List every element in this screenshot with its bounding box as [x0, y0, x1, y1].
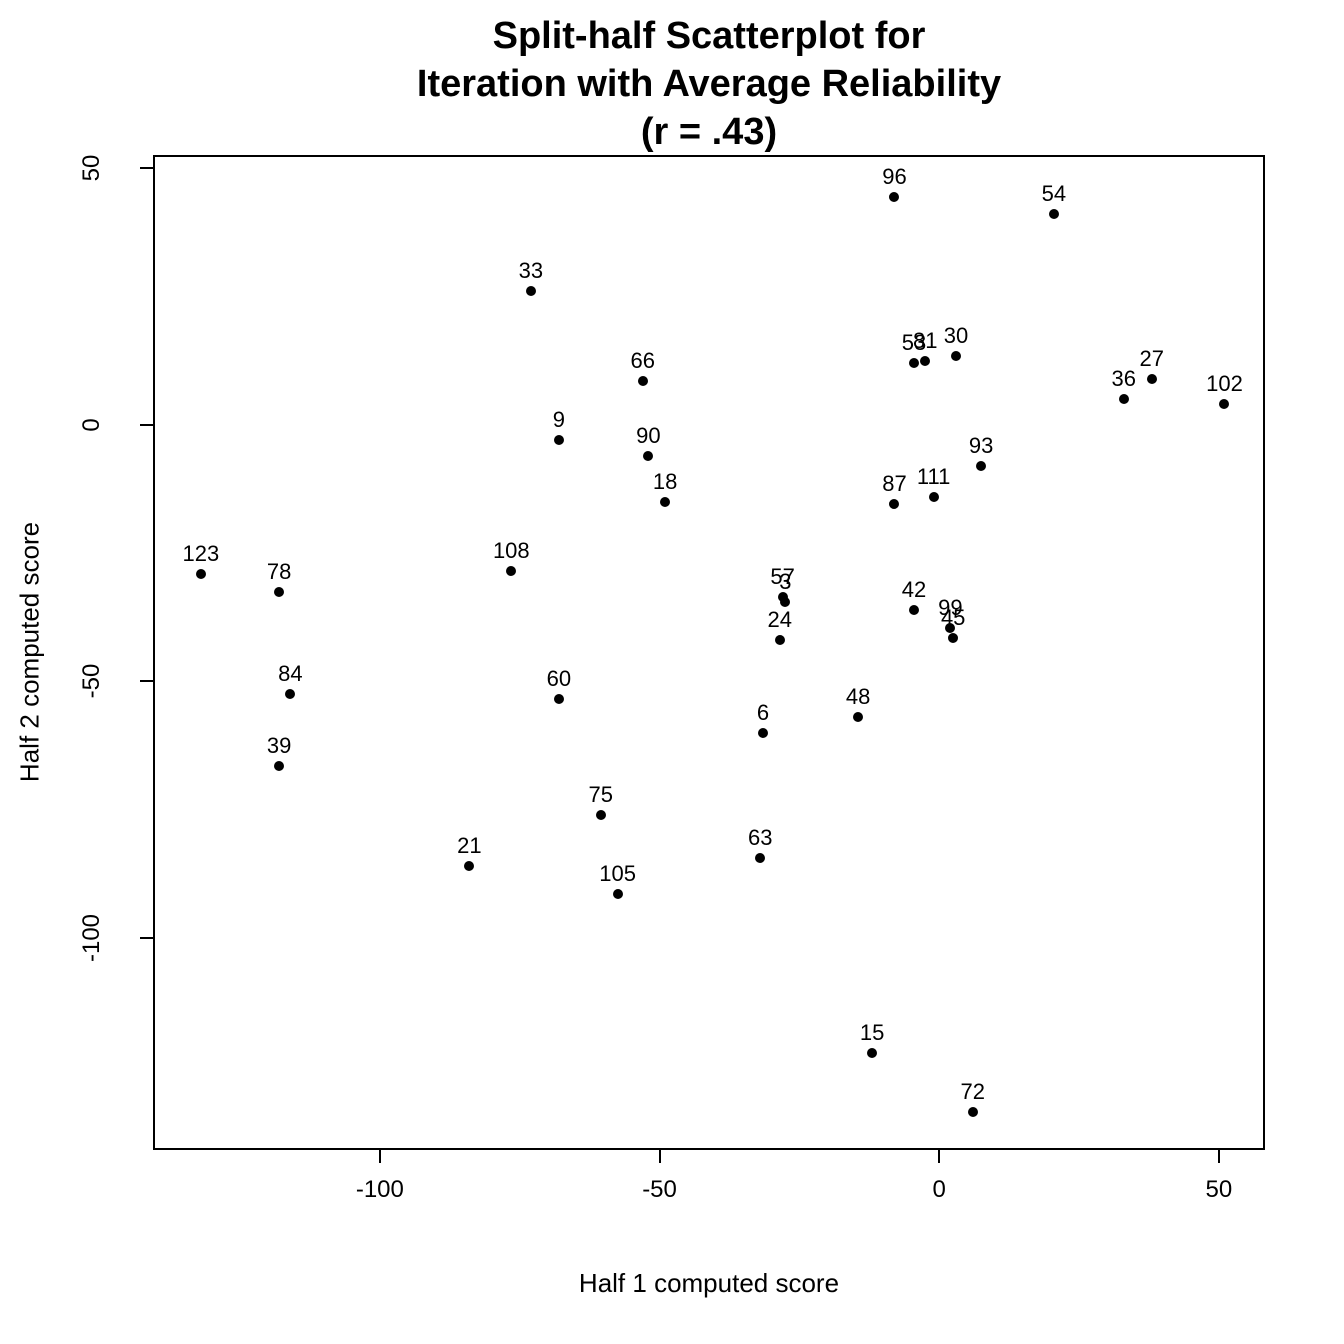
- data-point: [909, 604, 920, 615]
- x-tick-label: -50: [642, 1176, 677, 1203]
- data-point-label: 93: [968, 432, 994, 458]
- data-point-label: 9: [552, 407, 565, 433]
- data-point: [976, 460, 987, 471]
- data-point-label: 105: [599, 861, 636, 887]
- data-point: [595, 809, 606, 820]
- data-point-label: 3: [779, 568, 792, 594]
- data-point: [889, 191, 900, 202]
- data-point-label: 15: [859, 1020, 885, 1046]
- data-point: [755, 853, 766, 864]
- data-point: [1048, 209, 1059, 220]
- data-point-label: 36: [1111, 366, 1137, 392]
- data-point: [274, 586, 285, 597]
- data-point-label: 53: [901, 330, 927, 356]
- data-point-label: 30: [943, 322, 969, 348]
- data-point-label: 90: [636, 422, 661, 448]
- data-point: [967, 1107, 978, 1118]
- data-point: [660, 496, 671, 507]
- data-point-label: 63: [747, 825, 773, 851]
- data-point-label: 96: [882, 163, 907, 189]
- data-point: [774, 635, 785, 646]
- y-axis-label: Half 2 computed score: [14, 521, 45, 783]
- data-point-label: 54: [1041, 181, 1067, 207]
- data-point: [553, 435, 564, 446]
- data-point: [274, 761, 285, 772]
- x-tick-label: 50: [1205, 1176, 1233, 1203]
- data-point-label: 18: [652, 468, 678, 494]
- data-point: [950, 350, 961, 361]
- x-tick-label: -100: [355, 1176, 404, 1203]
- y-axis-tick: [140, 423, 153, 426]
- y-axis-tick: [140, 167, 153, 170]
- data-point: [758, 727, 769, 738]
- data-point-label: 87: [882, 471, 907, 497]
- data-point-label: 57: [770, 563, 795, 589]
- y-tick-label: -50: [78, 664, 105, 699]
- data-point: [525, 286, 536, 297]
- y-axis-tick: [140, 937, 153, 940]
- data-point: [920, 355, 931, 366]
- data-point: [195, 568, 206, 579]
- data-point-label: 102: [1206, 371, 1243, 397]
- data-point: [777, 591, 788, 602]
- data-point: [1118, 394, 1129, 405]
- data-point-label: 48: [845, 684, 871, 710]
- data-point: [780, 596, 791, 607]
- data-point-label: 24: [767, 607, 793, 633]
- data-point: [643, 450, 654, 461]
- y-axis-tick: [140, 680, 153, 683]
- data-point: [1219, 399, 1230, 410]
- data-point-label: 42: [901, 576, 927, 602]
- x-axis-label: Half 1 computed score: [578, 1268, 840, 1298]
- data-point: [928, 491, 939, 502]
- data-point: [506, 566, 517, 577]
- x-axis-tick: [378, 1150, 381, 1163]
- data-point-label: 99: [938, 594, 963, 620]
- data-point-label: 84: [278, 661, 303, 687]
- data-point-label: 21: [457, 833, 482, 859]
- data-point: [948, 632, 959, 643]
- x-tick-label: 0: [932, 1176, 946, 1203]
- x-axis-tick: [1217, 1150, 1220, 1163]
- data-point: [945, 622, 956, 633]
- data-point: [285, 689, 296, 700]
- data-point-label: 72: [960, 1079, 986, 1105]
- data-point-label: 111: [916, 463, 951, 489]
- data-point-label: 33: [518, 258, 544, 284]
- data-point: [909, 358, 920, 369]
- data-point-label: 6: [756, 699, 770, 725]
- data-point: [867, 1048, 878, 1059]
- data-point-label: 66: [630, 348, 655, 374]
- data-point-label: 45: [940, 604, 966, 630]
- data-point-label: 60: [546, 666, 572, 692]
- data-point-label: 123: [182, 540, 220, 566]
- y-tick-label: 50: [78, 154, 105, 182]
- data-point-label: 81: [912, 327, 938, 353]
- plot-area: -100 -50 0 50 50 0 -50 -100 96 54 33 30 81 53 27 66 36 10…: [78, 155, 1265, 1203]
- y-tick-label: -100: [78, 913, 105, 963]
- data-point: [1146, 373, 1157, 384]
- data-point: [612, 889, 623, 900]
- chart-title: Split-half Scatterplot for Iteration wit…: [416, 15, 1002, 153]
- data-point: [889, 499, 900, 510]
- data-point: [464, 861, 475, 872]
- data-point: [853, 712, 864, 723]
- data-point-label: 78: [266, 558, 292, 584]
- data-point: [637, 376, 648, 387]
- y-tick-label: 0: [78, 418, 105, 432]
- data-point-label: 108: [492, 538, 530, 564]
- x-axis-tick: [658, 1150, 661, 1163]
- data-point: [553, 694, 564, 705]
- data-point-label: 75: [588, 781, 614, 807]
- data-point-label: 27: [1139, 345, 1165, 371]
- data-point-label: 39: [266, 733, 292, 759]
- x-axis-tick: [938, 1150, 941, 1163]
